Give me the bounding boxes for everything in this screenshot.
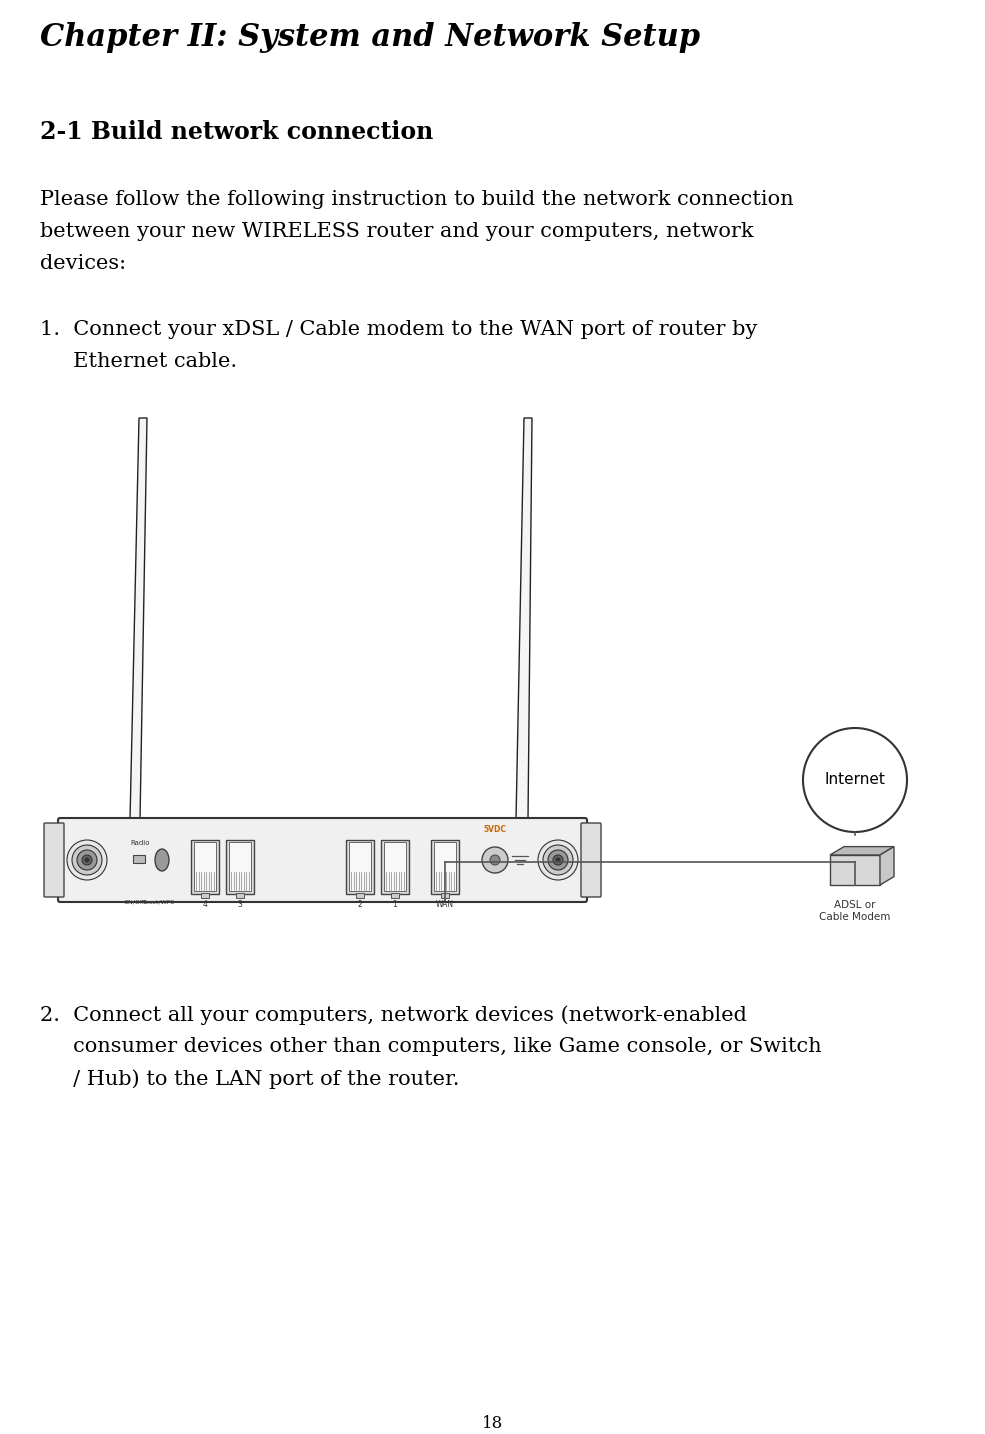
Text: / Hub) to the LAN port of the router.: / Hub) to the LAN port of the router.: [40, 1068, 459, 1088]
Circle shape: [538, 840, 578, 880]
Text: 1: 1: [393, 901, 397, 909]
Bar: [133, 855, 145, 863]
Bar: [194, 842, 216, 891]
Polygon shape: [830, 846, 894, 855]
Circle shape: [543, 845, 573, 875]
FancyBboxPatch shape: [44, 823, 64, 898]
Circle shape: [85, 858, 89, 862]
Text: Internet: Internet: [824, 773, 886, 787]
Bar: [226, 839, 254, 893]
Text: 18: 18: [482, 1415, 503, 1433]
Text: WAN: WAN: [436, 901, 454, 909]
Bar: [60, 820, 585, 826]
Bar: [391, 893, 399, 898]
FancyBboxPatch shape: [581, 823, 601, 898]
Text: Radio: Radio: [130, 840, 150, 846]
Bar: [60, 817, 585, 826]
Circle shape: [82, 855, 92, 865]
Text: devices:: devices:: [40, 254, 126, 272]
Circle shape: [490, 855, 500, 865]
Circle shape: [556, 858, 560, 862]
Text: consumer devices other than computers, like Game console, or Switch: consumer devices other than computers, l…: [40, 1037, 821, 1055]
Bar: [381, 839, 409, 893]
Text: Please follow the following instruction to build the network connection: Please follow the following instruction …: [40, 189, 794, 209]
Bar: [434, 842, 456, 891]
Circle shape: [482, 847, 508, 873]
Bar: [441, 893, 449, 898]
Text: 2.  Connect all your computers, network devices (network-enabled: 2. Connect all your computers, network d…: [40, 1005, 747, 1025]
Bar: [356, 893, 364, 898]
Circle shape: [67, 840, 107, 880]
Polygon shape: [830, 855, 880, 885]
Text: ON/OFF: ON/OFF: [124, 901, 148, 905]
Circle shape: [553, 855, 563, 865]
Bar: [349, 842, 371, 891]
Text: Ethernet cable.: Ethernet cable.: [40, 351, 237, 371]
Bar: [229, 842, 251, 891]
Bar: [201, 893, 209, 898]
Circle shape: [548, 850, 568, 870]
Polygon shape: [130, 417, 147, 820]
Text: 3: 3: [237, 901, 242, 909]
Text: 2-1 Build network connection: 2-1 Build network connection: [40, 120, 433, 143]
Polygon shape: [516, 417, 532, 820]
Bar: [191, 839, 219, 893]
Polygon shape: [880, 846, 894, 885]
Text: 5VDC: 5VDC: [484, 825, 506, 835]
Text: ADSL or
Cable Modem: ADSL or Cable Modem: [820, 901, 890, 922]
Circle shape: [72, 845, 102, 875]
Text: 4: 4: [203, 901, 208, 909]
Circle shape: [803, 728, 907, 832]
Bar: [346, 839, 374, 893]
Text: 2: 2: [358, 901, 362, 909]
Text: Reset/WPS: Reset/WPS: [142, 901, 174, 905]
Text: 1.  Connect your xDSL / Cable modem to the WAN port of router by: 1. Connect your xDSL / Cable modem to th…: [40, 320, 757, 338]
Bar: [384, 842, 406, 891]
Ellipse shape: [155, 849, 169, 870]
Text: Chapter II: System and Network Setup: Chapter II: System and Network Setup: [40, 22, 700, 53]
FancyBboxPatch shape: [58, 817, 587, 902]
Text: between your new WIRELESS router and your computers, network: between your new WIRELESS router and you…: [40, 222, 754, 241]
Bar: [431, 839, 459, 893]
Bar: [236, 893, 244, 898]
Circle shape: [77, 850, 97, 870]
